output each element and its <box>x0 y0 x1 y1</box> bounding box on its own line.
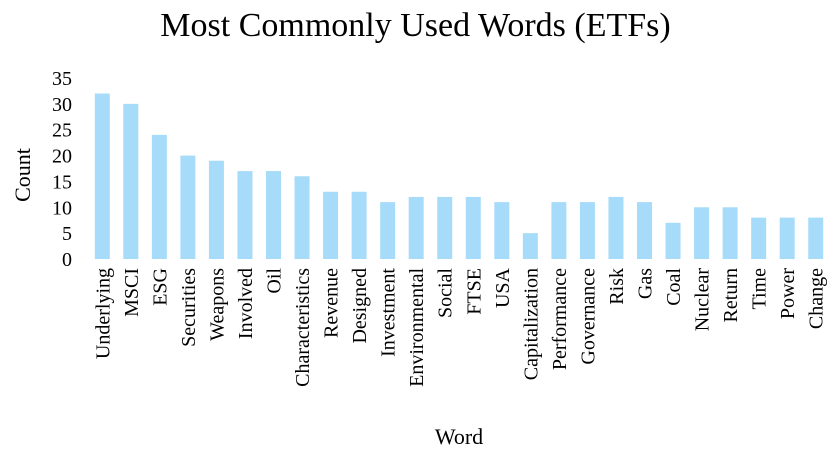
x-tick-label: Underlying <box>92 268 114 359</box>
x-tick-label: Time <box>749 268 771 310</box>
bar-weapons <box>208 160 224 259</box>
bar-underlying <box>94 93 110 259</box>
x-tick-label: Environmental <box>406 268 428 387</box>
x-tick-label: Designed <box>349 268 371 344</box>
bar-gas <box>637 202 652 259</box>
chart-title: Most Commonly Used Words (ETFs) <box>160 7 671 44</box>
bar-time <box>751 217 767 259</box>
y-tick-label: 25 <box>52 120 72 142</box>
x-tick-label: FTSE <box>463 268 485 315</box>
bar-coal <box>665 222 681 259</box>
x-tick-label: Change <box>806 268 828 329</box>
x-tick-label: Return <box>720 268 742 322</box>
bar-power <box>779 217 795 259</box>
bar-social <box>437 196 453 259</box>
y-tick-label: 35 <box>52 68 72 90</box>
bar-msci <box>123 103 139 259</box>
bar-characteristics <box>294 176 310 259</box>
bar-usa <box>494 202 510 259</box>
bar-revenue <box>323 191 339 259</box>
x-axis-label: Word <box>435 424 483 449</box>
y-axis-label: Count <box>10 148 35 202</box>
x-tick-label: Nuclear <box>692 268 714 332</box>
y-axis-ticks: 0 5 10 15 20 25 30 35 <box>52 68 72 271</box>
x-tick-label: MSCI <box>121 268 143 317</box>
bar-governance <box>579 202 595 259</box>
x-tick-label: Performance <box>549 268 571 370</box>
y-tick-label: 15 <box>52 171 72 193</box>
bar-esg <box>151 134 167 259</box>
x-tick-label: Coal <box>663 268 685 306</box>
y-tick-label: 5 <box>62 223 72 245</box>
x-tick-label: Characteristics <box>292 268 314 387</box>
x-tick-label: Capitalization <box>520 268 542 380</box>
bar-performance <box>551 202 567 259</box>
bar-capitalization <box>522 233 538 259</box>
bar-designed <box>351 191 367 259</box>
bar-environmental <box>408 196 424 259</box>
bar-risk <box>608 196 624 259</box>
x-tick-label: Investment <box>378 268 400 357</box>
bars <box>94 93 824 259</box>
x-tick-label: USA <box>492 267 514 308</box>
y-tick-label: 20 <box>52 146 72 168</box>
x-tick-label: Oil <box>264 268 286 294</box>
bar-change <box>808 217 824 259</box>
x-tick-label: Involved <box>235 268 257 339</box>
x-tick-label: Power <box>777 268 799 319</box>
x-tick-label: Revenue <box>321 268 343 338</box>
x-tick-label: Securities <box>178 268 200 347</box>
x-tick-label: ESG <box>149 268 171 306</box>
y-tick-label: 10 <box>52 197 72 219</box>
bar-nuclear <box>694 207 710 259</box>
x-tick-label: Gas <box>635 268 657 299</box>
x-tick-label: Governance <box>577 268 599 365</box>
x-tick-label: Weapons <box>206 268 228 341</box>
y-tick-label: 30 <box>52 94 72 116</box>
x-tick-label: Risk <box>606 268 628 305</box>
bar-involved <box>237 171 253 259</box>
y-tick-label: 0 <box>62 249 72 271</box>
bar-ftse <box>465 196 481 259</box>
x-tick-label: Social <box>435 268 457 318</box>
bar-investment <box>380 202 396 259</box>
bar-securities <box>180 155 196 259</box>
x-axis-ticks: Underlying MSCI ESG Securities Weapons Involv… <box>92 267 827 386</box>
bar-return <box>722 207 738 259</box>
bar-oil <box>266 171 281 259</box>
